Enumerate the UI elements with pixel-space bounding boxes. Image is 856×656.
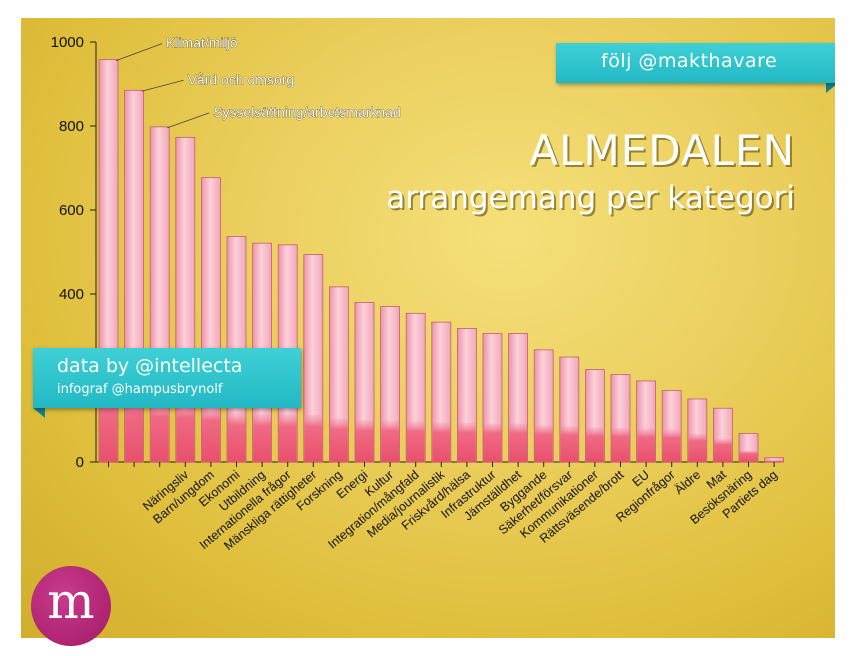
bar-base-shade [125, 397, 144, 462]
data-credit-banner[interactable]: data by @intellecta infograf @hampusbryn… [33, 348, 301, 408]
bar-base-shade [688, 433, 707, 462]
bar-base-shade [739, 450, 758, 462]
bar-base-shade [432, 422, 451, 462]
chart-title: ALMEDALEN [529, 126, 795, 175]
bar-base-shade [457, 423, 476, 462]
bar-base-shade [534, 425, 553, 462]
y-tick-label: 400 [59, 286, 84, 303]
bar-base-shade [253, 413, 272, 462]
bar-base-shade [99, 393, 118, 462]
follow-text: följ @makthavare [601, 50, 778, 72]
bar-base-shade [304, 415, 323, 462]
bar-base-shade [406, 421, 425, 462]
bar-base-shade [509, 423, 528, 462]
y-tick-label: 600 [59, 202, 84, 219]
data-credit-text: data by @intellecta [57, 355, 243, 377]
bar-annotation-label: Sysselsättning/arbetsmarknad [213, 104, 401, 120]
y-tick-label: 1000 [51, 34, 84, 51]
makthavare-logo-icon[interactable]: m [31, 566, 111, 646]
y-tick-label: 0 [76, 454, 84, 471]
bar-base-shade [150, 401, 169, 462]
follow-banner[interactable]: följ @makthavare [556, 43, 835, 83]
x-category-label: Äldre [672, 468, 703, 498]
bar-base-shade [637, 428, 656, 462]
bar-base-shade [483, 423, 502, 462]
annotation-leader-line [167, 112, 210, 129]
infographic-poster: 0 400 600 800 1000 Näringsliv Barn/ungdom Ekono… [21, 18, 835, 638]
banner-fold [826, 83, 835, 93]
bar-base-shade [560, 426, 579, 462]
bar-base-shade [765, 460, 784, 462]
infograf-credit-text: infograf @hampusbrynolf [57, 382, 223, 397]
bar-annotation-label: Klimat/miljö [166, 35, 238, 51]
bar-base-shade [355, 420, 374, 462]
bar-base-shade [201, 406, 220, 462]
annotation-leader-line [141, 79, 184, 92]
bar-base-shade [611, 428, 630, 462]
bar-base-shade [662, 429, 681, 462]
bar-base-shade [227, 413, 246, 462]
bar-base-shade [329, 418, 348, 462]
bar-annotation-label: Vård och omsorg [188, 71, 295, 87]
plot-area: 04006008001000NäringslivBarn/ungdomEkono… [51, 34, 784, 553]
bar-base-shade [585, 427, 604, 462]
annotation-leader-line [115, 43, 163, 62]
y-tick-label: 800 [59, 118, 84, 135]
bar-base-shade [713, 438, 732, 462]
logo-letter: m [47, 572, 95, 630]
banner-fold [33, 408, 45, 418]
bar-base-shade [278, 413, 297, 462]
chart-subtitle: arrangemang per kategori [386, 180, 795, 216]
bar-base-shade [381, 420, 400, 462]
bar-chart: 04006008001000NäringslivBarn/ungdomEkono… [51, 34, 784, 553]
bar-base-shade [176, 402, 195, 462]
